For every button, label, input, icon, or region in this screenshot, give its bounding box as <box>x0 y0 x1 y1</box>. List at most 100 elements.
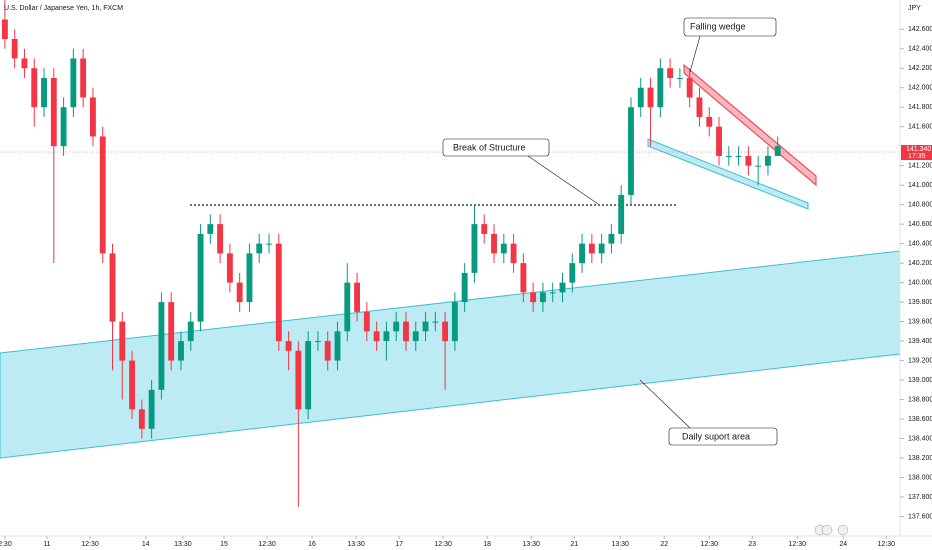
y-tick-label: 142.600 <box>908 26 932 33</box>
axes: 142.600 142.400 142.200 142.000 141.800 141.6… <box>0 26 932 548</box>
candle-body <box>500 243 507 254</box>
candle-body <box>168 302 175 361</box>
last-price-box <box>901 145 932 161</box>
candle-body <box>119 321 126 361</box>
y-tick-label: 138.800 <box>908 396 932 403</box>
x-tick-label: 2:30 <box>0 541 12 548</box>
candle-body <box>99 136 106 254</box>
candle-body <box>628 107 634 195</box>
candle-body <box>295 350 302 410</box>
y-tick-label: 140.400 <box>908 240 932 247</box>
candle-body <box>706 116 713 127</box>
annotation: Break of Structure <box>453 142 526 152</box>
candle-body <box>510 243 517 264</box>
y-tick-label: 142.400 <box>908 46 932 53</box>
flag-icon[interactable] <box>821 524 833 536</box>
candle-body <box>765 155 771 166</box>
candle-body <box>41 77 47 108</box>
candle-body <box>217 224 224 254</box>
candle-body <box>158 302 165 390</box>
candle-body <box>70 58 77 108</box>
y-tick-label: 138.600 <box>908 416 932 423</box>
candle-body <box>432 321 439 323</box>
candle-body <box>481 224 488 234</box>
annotation: Falling wedge <box>690 21 746 31</box>
y-tick-label: 138.000 <box>908 474 932 481</box>
y-tick-label: 142.200 <box>908 65 932 72</box>
y-tick-label: 141.200 <box>908 163 932 170</box>
candle-body <box>207 224 214 234</box>
candle-body <box>549 292 556 294</box>
flag-icon[interactable] <box>837 524 849 536</box>
candle-body <box>667 68 674 78</box>
candle-body <box>31 68 38 108</box>
chart-title: U.S. Dollar / Japanese Yen, 1h, FXCM <box>4 5 123 12</box>
candle-body <box>422 321 429 332</box>
callout-line <box>527 155 599 205</box>
callout-line <box>689 35 701 73</box>
x-tick-label: 13:30 <box>611 541 629 548</box>
candle-body <box>315 341 321 343</box>
candle-body <box>363 311 370 332</box>
y-tick-label: 142.000 <box>908 85 932 92</box>
x-tick-label: 12:30 <box>434 541 452 548</box>
candle-body <box>657 68 664 108</box>
y-tick-label: 140.600 <box>908 221 932 228</box>
y-tick-label: 139.400 <box>908 338 932 345</box>
y-tick-label: 138.400 <box>908 435 932 442</box>
candle-body <box>80 58 87 98</box>
candle-body <box>647 87 654 108</box>
candle-body <box>129 360 135 410</box>
candle-body <box>11 38 18 59</box>
x-tick-label: 15 <box>220 541 228 548</box>
x-tick-label: 18 <box>483 541 491 548</box>
candle-body <box>491 233 497 254</box>
candle-body <box>637 87 644 108</box>
y-tick-label: 139.600 <box>908 318 932 325</box>
candle-body <box>383 331 390 342</box>
x-tick-label: 14 <box>142 541 150 548</box>
candle-body <box>187 321 194 342</box>
candle-body <box>686 77 693 98</box>
candle-body <box>755 165 762 167</box>
candle-body <box>60 107 67 147</box>
y-tick-label: 141.000 <box>908 182 932 189</box>
candle-body <box>403 321 409 342</box>
candle-body <box>1 19 8 39</box>
candle-body <box>676 77 683 79</box>
candle-body <box>735 155 742 157</box>
x-tick-label: 12:30 <box>81 541 99 548</box>
annotation: Daily suport area <box>682 431 750 441</box>
candle-body <box>774 146 781 156</box>
candle-body <box>373 331 380 342</box>
wedge-upper <box>683 63 817 187</box>
candles <box>0 0 900 507</box>
candle-body <box>471 224 478 273</box>
candle-body <box>588 243 595 254</box>
annotation-box <box>683 17 777 37</box>
candle-body <box>305 341 312 410</box>
candle-body <box>608 233 615 244</box>
candle-body <box>285 341 292 351</box>
y-tick-label: 141.800 <box>908 104 932 111</box>
candle-body <box>138 409 145 429</box>
candle-body <box>236 282 243 303</box>
y-tick-label: 140.800 <box>908 201 932 208</box>
candle-body <box>442 321 449 342</box>
currency: JPY <box>908 5 921 12</box>
x-tick-label: 13:30 <box>347 541 365 548</box>
candle-body <box>540 292 546 303</box>
candle-body <box>530 292 537 303</box>
x-tick-label: 12:30 <box>700 541 718 548</box>
x-tick-label: 13:30 <box>174 541 192 548</box>
x-tick-label: 12:30 <box>878 541 896 548</box>
callout-line <box>639 379 691 429</box>
x-tick-label: 21 <box>570 541 578 548</box>
candle-body <box>579 243 585 264</box>
y-tick-label: 140.000 <box>908 279 932 286</box>
candle-body <box>393 321 400 332</box>
candle-body <box>256 243 263 254</box>
candle-body <box>618 194 625 234</box>
candle-body <box>109 253 116 322</box>
x-tick-label: 11 <box>43 541 50 548</box>
